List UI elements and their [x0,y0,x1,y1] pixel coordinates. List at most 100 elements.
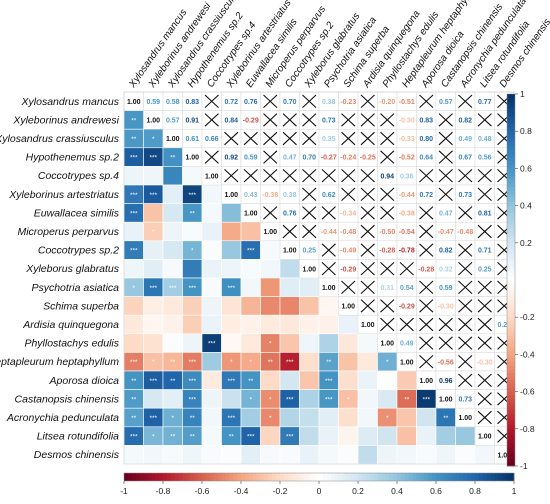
colorbar-tick-label: 0.6 [430,486,442,496]
colorbar-segment [467,473,472,481]
significance-stars: * [152,359,155,366]
colorbar-tick-label: -1 [520,461,528,471]
nonsignificant-cross [360,94,375,109]
correlation-value: 0.32 [439,266,453,273]
correlation-value: 0.59 [146,99,160,106]
colorbar-segment [447,473,452,481]
heatmap-cell [123,166,144,186]
colorbar-segment [198,473,203,481]
correlation-value: 0.92 [224,155,238,162]
colorbar-tick-label: 0 [317,486,322,496]
colorbar-segment [507,265,515,270]
heatmap-cell [299,333,320,353]
nonsignificant-cross [302,113,317,127]
heatmap-cell [299,277,320,297]
colorbar-segment [507,346,515,352]
correlation-value: -0.29 [399,304,415,311]
correlation-value: 0.25 [302,248,316,255]
colorbar-segment [507,142,515,147]
correlation-value: -0.44 [399,192,415,199]
heatmap-cell [377,426,398,446]
colorbar-segment [507,291,515,296]
heatmap-cell [221,296,242,316]
nonsignificant-cross [263,113,278,127]
colorbar-segment [350,473,355,481]
horizontal-colorbar: -1 -0.8 -0.6 -0.4 -0.2 0 0.2 0.4 0.6 0.8 1 [120,472,517,496]
heatmap-cell [474,445,495,465]
correlation-value: -0.44 [321,229,337,236]
colorbar-segment [507,257,515,262]
heatmap-cell [201,426,222,446]
heatmap-cell [299,352,320,372]
heatmap-cell [162,314,183,335]
colorbar-segment [507,194,515,199]
colorbar-segment [507,175,515,180]
nonsignificant-cross [380,187,395,202]
heatmap-cell [357,445,378,465]
significance-stars: *** [169,285,177,292]
heatmap-cell [182,259,203,279]
significance-stars: ** [326,359,332,366]
correlation-value: 0.83 [185,99,199,106]
colorbar-segment [260,473,265,481]
significance-stars: *** [325,378,333,385]
heatmap-cell [435,445,456,465]
colorbar-segment [507,317,515,322]
heatmap-cell [162,221,183,242]
nonsignificant-cross [380,317,395,332]
colorbar-segment [190,473,195,481]
significance-stars: ** [131,136,137,143]
heatmap-cell [240,277,261,297]
heatmap-cell [201,203,222,223]
significance-stars: ** [268,359,274,366]
correlation-value: -0.50 [379,229,395,236]
heatmap-cell [240,296,261,316]
colorbar-segment [507,287,515,292]
significance-stars: ** [131,396,137,403]
nonsignificant-cross [380,150,395,164]
heatmap-cell [299,314,320,335]
colorbar-segment [507,324,515,329]
heatmap-cell [396,426,417,446]
significance-stars: * [386,415,389,422]
heatmap-cell [201,389,222,409]
heatmap-cell [396,445,417,465]
colorbar-segment [507,187,515,192]
nonsignificant-cross [341,187,356,202]
significance-stars: ** [229,434,235,441]
colorbar-segment [295,473,300,481]
significance-stars: *** [227,415,235,422]
heatmap-cell [201,352,222,372]
heatmap-cell [221,389,242,409]
colorbar-segment [393,473,398,481]
colorbar-segment [311,473,316,481]
colorbar-segment [233,473,238,481]
row-label: Desmos chinensis [34,449,120,461]
colorbar-segment [507,253,515,259]
correlation-value: -0.34 [340,211,356,218]
colorbar-segment [507,410,515,415]
colorbar-segment [507,97,515,102]
correlation-value: 0.48 [478,136,492,143]
nonsignificant-cross [458,168,473,183]
significance-stars: * [386,359,389,366]
correlation-value: -0.29 [340,266,356,273]
colorbar-segment [507,302,515,307]
correlation-value: -0.48 [340,229,356,236]
colorbar-segment [334,473,339,481]
nonsignificant-cross [438,187,453,202]
correlation-value: -0.51 [399,99,415,106]
colorbar-segment [264,473,269,481]
colorbar-segment [507,343,515,348]
nonsignificant-cross [360,280,375,295]
correlation-value: 0.62 [322,192,336,199]
significance-stars: *** [130,248,138,255]
nonsignificant-cross [438,150,453,164]
nonsignificant-cross [458,317,473,332]
colorbar-segment [127,473,133,481]
colorbar-segment [455,473,460,481]
colorbar-segment [507,443,515,448]
colorbar-segment [507,261,515,266]
correlation-value: 0.49 [458,136,472,143]
